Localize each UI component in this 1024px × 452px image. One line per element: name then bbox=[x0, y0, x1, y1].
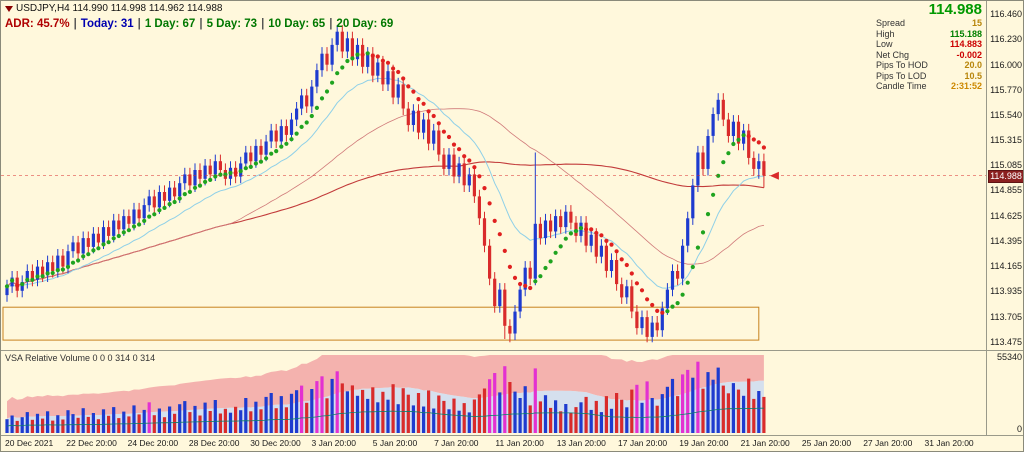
price-axis-label: 116.230 bbox=[990, 34, 1022, 45]
price-axis-label: 114.165 bbox=[990, 261, 1022, 272]
symbol-marker-icon bbox=[5, 5, 13, 12]
price-chart-pane[interactable]: USDJPY,H4 114.990 114.998 114.962 114.98… bbox=[1, 1, 986, 350]
chart-header-overlay: USDJPY,H4 114.990 114.998 114.962 114.98… bbox=[5, 3, 393, 30]
price-axis-label: 114.395 bbox=[990, 235, 1022, 246]
volume-axis[interactable]: 55340 0 bbox=[986, 350, 1023, 435]
candlestick-chart-canvas[interactable] bbox=[1, 1, 986, 350]
price-axis-label: 113.935 bbox=[990, 286, 1022, 297]
price-axis-label: 114.855 bbox=[990, 185, 1022, 196]
time-axis-label: 19 Jan 20:00 bbox=[679, 438, 729, 448]
info-panel-row: Net Chg -0.002 bbox=[876, 50, 982, 61]
info-row-value: 10.5 bbox=[964, 70, 982, 81]
price-axis-label: 115.315 bbox=[990, 134, 1022, 145]
adr-indicator-row: ADR: 45.7% | Today: 31 | 1 Day: 67 | 5 Day: 73… bbox=[5, 18, 393, 30]
info-row-value: 15 bbox=[971, 18, 982, 28]
info-panel-rows: Spread 15 High 115.188 Low 114.883 Net Chg -0.0… bbox=[876, 18, 982, 92]
price-axis-label: 115.085 bbox=[990, 160, 1022, 171]
time-axis-label: 25 Jan 20:00 bbox=[801, 438, 852, 448]
price-axis-label: 114.625 bbox=[990, 210, 1022, 221]
price-axis-label: 116.000 bbox=[990, 59, 1022, 70]
info-row-value: 20.0 bbox=[964, 60, 982, 70]
adr-value: 20 Day: 69 bbox=[336, 18, 394, 30]
info-row-label: Pips To LOD bbox=[876, 70, 927, 81]
time-axis-label: 28 Dec 20:00 bbox=[188, 438, 240, 448]
time-axis-label: 22 Dec 20:00 bbox=[66, 438, 117, 448]
adr-value: ADR: 45.7% bbox=[5, 18, 70, 30]
time-axis-label: 3 Jan 20:00 bbox=[311, 438, 356, 448]
info-row-label: Spread bbox=[876, 18, 906, 28]
adr-separator: | bbox=[329, 18, 333, 30]
info-row-label: Low bbox=[876, 39, 893, 49]
price-axis-label: 113.475 bbox=[990, 336, 1022, 347]
adr-value: 1 Day: 67 bbox=[144, 18, 196, 30]
symbol-ohlc-title: USDJPY,H4 114.990 114.998 114.962 114.98… bbox=[16, 3, 223, 14]
time-axis-label: 27 Jan 20:00 bbox=[863, 438, 913, 448]
volume-axis-max-label: 55340 bbox=[996, 352, 1022, 362]
time-axis-label: 13 Jan 20:00 bbox=[556, 438, 606, 448]
time-axis-label: 20 Dec 2021 bbox=[5, 438, 54, 448]
info-panel-row: Spread 15 bbox=[876, 18, 982, 29]
time-axis-label: 31 Jan 20:00 bbox=[924, 438, 974, 448]
info-panel-row: High 115.188 bbox=[876, 29, 982, 40]
info-row-value: 115.188 bbox=[949, 28, 982, 39]
symbol-title-row: USDJPY,H4 114.990 114.998 114.962 114.98… bbox=[5, 3, 393, 14]
volume-chart-canvas[interactable] bbox=[1, 351, 986, 435]
time-axis-label: 5 Jan 20:00 bbox=[372, 438, 418, 448]
info-panel-row: Pips To HOD 20.0 bbox=[876, 60, 982, 71]
price-axis-label: 115.770 bbox=[990, 84, 1022, 95]
info-row-label: High bbox=[876, 28, 895, 39]
adr-separator: | bbox=[199, 18, 203, 30]
current-price-badge: 114.988 bbox=[988, 169, 1023, 183]
info-panel-row: Pips To LOD 10.5 bbox=[876, 71, 982, 82]
adr-separator: | bbox=[261, 18, 265, 30]
adr-value: Today: 31 bbox=[80, 18, 134, 30]
adr-value: 5 Day: 73 bbox=[206, 18, 258, 30]
time-axis-label: 11 Jan 20:00 bbox=[495, 438, 544, 448]
adr-separator: | bbox=[137, 18, 141, 30]
price-axis-label: 115.540 bbox=[990, 110, 1022, 121]
adr-value: 10 Day: 65 bbox=[268, 18, 326, 30]
info-row-label: Pips To HOD bbox=[876, 60, 928, 70]
info-panel-row: Candle Time 2:31:52 bbox=[876, 81, 982, 92]
info-row-value: 2:31:52 bbox=[950, 81, 982, 91]
time-axis-label: 17 Jan 20:00 bbox=[618, 438, 668, 448]
volume-indicator-title: VSA Relative Volume 0 0 0 314 0 314 bbox=[5, 353, 156, 363]
info-panel-row: Low 114.883 bbox=[876, 39, 982, 50]
time-axis-label: 21 Jan 20:00 bbox=[740, 438, 790, 448]
time-axis-label: 24 Dec 20:00 bbox=[127, 438, 179, 448]
current-price-readout: 114.988 bbox=[928, 1, 982, 18]
time-axis-label: 7 Jan 20:00 bbox=[434, 438, 479, 448]
info-row-value: 114.883 bbox=[949, 39, 982, 49]
info-row-label: Net Chg bbox=[876, 49, 910, 60]
time-axis-label: 30 Dec 20:00 bbox=[250, 438, 301, 448]
price-axis-label: 116.460 bbox=[990, 9, 1022, 20]
info-row-label: Candle Time bbox=[876, 81, 927, 91]
price-info-panel: 114.988 Spread 15 High 115.188 Low 114.883 Net… bbox=[876, 2, 982, 92]
adr-separator: | bbox=[73, 18, 77, 30]
time-axis[interactable]: 20 Dec 2021 22 Dec 20:00 24 Dec 20:00 28 De… bbox=[1, 435, 1023, 451]
info-row-value: -0.002 bbox=[956, 49, 982, 60]
price-axis[interactable]: 114.988 116.460 116.230 116.000 115.770 115.… bbox=[986, 1, 1023, 350]
price-axis-label: 113.705 bbox=[990, 311, 1022, 322]
volume-indicator-pane[interactable]: VSA Relative Volume 0 0 0 314 0 314 bbox=[1, 350, 986, 435]
volume-axis-min-label: 0 bbox=[1016, 424, 1022, 434]
